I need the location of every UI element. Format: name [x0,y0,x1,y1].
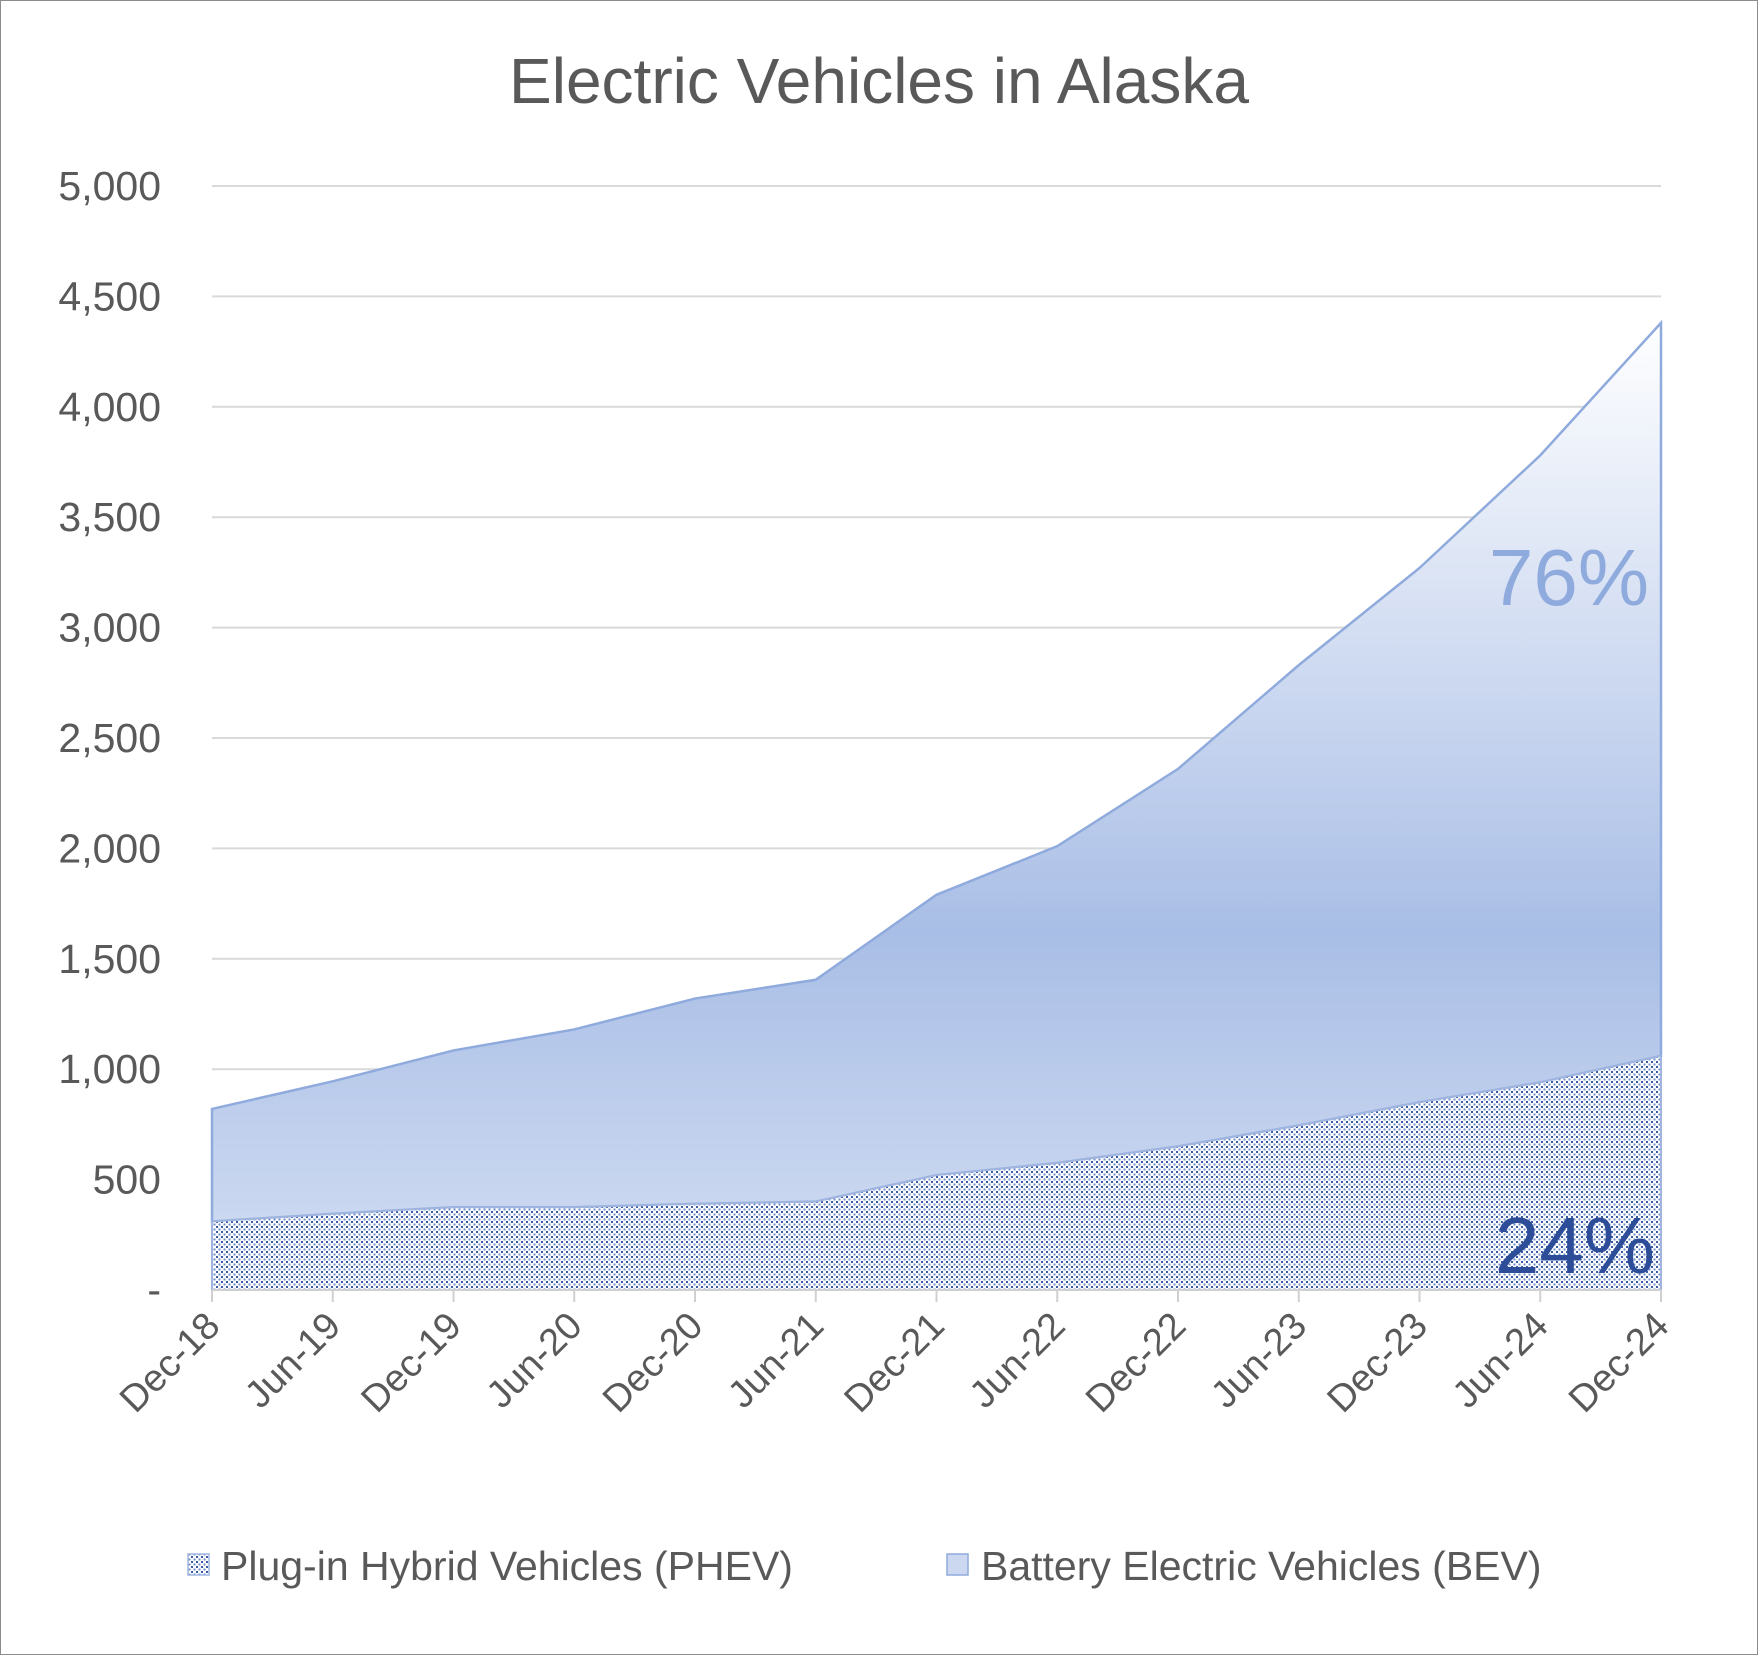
y-tick-label: 3,000 [58,605,161,651]
series-area-phev [211,1054,1662,1291]
legend: Plug-in Hybrid Vehicles (PHEV) Battery E… [187,1543,1542,1589]
y-tick-label: 3,500 [58,494,161,540]
y-axis-tick-labels: - 500 1,000 1,500 2,000 2,500 3,000 3,500 4,000 4… [58,163,161,1313]
x-tick-label: Dec-24 [1561,1305,1677,1421]
x-tick-label: Dec-19 [354,1305,470,1421]
x-tick-label: Jun-19 [237,1305,349,1417]
legend-swatch-phev [187,1553,210,1576]
y-tick-label: 2,500 [58,715,161,761]
legend-swatch-bev [946,1553,969,1576]
x-tick-label: Jun-20 [479,1305,591,1417]
annotation-phev-share: 24% [1495,1201,1655,1290]
x-tick-label: Jun-22 [962,1305,1074,1417]
x-tick-label: Jun-21 [720,1305,832,1417]
series-area-bev [210,319,1663,1223]
y-tick-label: 1,000 [58,1046,161,1092]
legend-item-phev[interactable]: Plug-in Hybrid Vehicles (PHEV) [187,1543,793,1589]
legend-label-phev: Plug-in Hybrid Vehicles (PHEV) [221,1543,793,1589]
x-tick-label: Dec-18 [112,1305,228,1421]
y-tick-label: 5,000 [58,163,161,209]
y-tick-label: 1,500 [58,936,161,982]
x-tick-label: Jun-24 [1445,1305,1557,1417]
legend-item-bev[interactable]: Battery Electric Vehicles (BEV) [946,1543,1542,1589]
x-axis-tick-labels: Dec-18 Jun-19 Dec-19 Jun-20 Dec-20 Jun-21 Dec-… [112,1305,1677,1421]
x-tick-label: Dec-20 [595,1305,711,1421]
y-tick-label: - [147,1267,161,1313]
x-tick-label: Jun-23 [1203,1305,1315,1417]
legend-label-bev: Battery Electric Vehicles (BEV) [981,1543,1542,1589]
x-axis-ticks [211,1290,1662,1302]
annotation-bev-share: 76% [1489,533,1649,622]
x-tick-label: Dec-22 [1078,1305,1194,1421]
x-tick-label: Dec-21 [837,1305,953,1421]
y-tick-label: 4,500 [58,273,161,319]
chart-title: Electric Vehicles in Alaska [509,45,1249,117]
x-tick-label: Dec-23 [1320,1305,1436,1421]
y-tick-label: 500 [93,1157,161,1203]
y-tick-label: 2,000 [58,825,161,871]
y-tick-label: 4,000 [58,384,161,430]
